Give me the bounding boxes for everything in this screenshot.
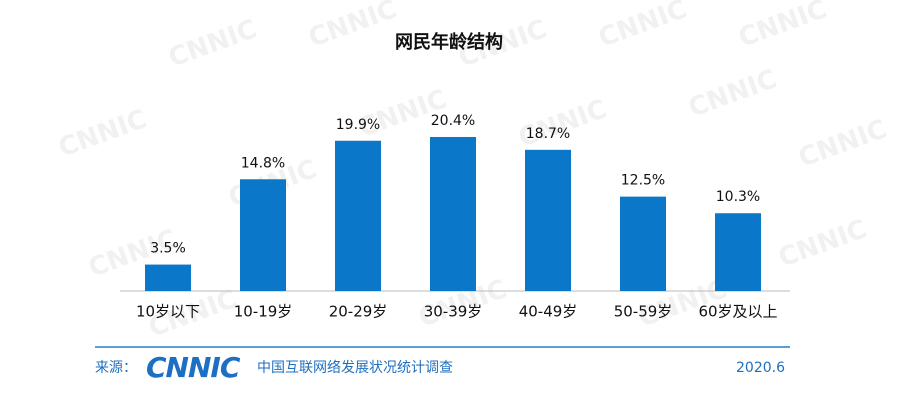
watermark: CNNIC	[685, 64, 781, 123]
value-label: 12.5%	[621, 173, 665, 189]
value-label: 10.3%	[716, 189, 760, 205]
watermark: CNNIC	[305, 0, 401, 54]
watermark: CNNIC	[795, 114, 891, 173]
bar	[715, 213, 761, 291]
bar	[525, 149, 571, 291]
bar	[335, 140, 381, 291]
value-label: 3.5%	[150, 241, 186, 257]
bar	[240, 179, 286, 291]
watermark: CNNIC	[165, 14, 261, 73]
bar	[145, 264, 191, 291]
bar	[430, 136, 476, 291]
watermark: CNNIC	[55, 104, 151, 163]
x-tick-label: 40-49岁	[519, 303, 578, 321]
value-label: 14.8%	[241, 155, 285, 171]
survey-name: 中国互联网络发展状况统计调查	[257, 360, 453, 376]
chart-title: 网民年龄结构	[395, 31, 503, 53]
logo: CNNIC	[146, 351, 241, 384]
value-label: 18.7%	[526, 126, 570, 142]
value-label: 20.4%	[431, 113, 475, 129]
watermark: CNNIC	[775, 214, 871, 273]
x-tick-label: 10岁以下	[136, 303, 200, 321]
value-label: 19.9%	[336, 117, 380, 133]
x-tick-label: 20-29岁	[329, 303, 388, 321]
source-label: 来源：	[95, 360, 137, 376]
watermark: CNNIC	[595, 0, 691, 54]
date: 2020.6	[736, 360, 785, 376]
x-tick-label: 30-39岁	[424, 303, 483, 321]
x-tick-label: 10-19岁	[234, 303, 293, 321]
bar	[620, 196, 666, 291]
x-tick-label: 50-59岁	[614, 303, 673, 321]
x-tick-label: 60岁及以上	[698, 303, 777, 321]
watermark: CNNIC	[735, 0, 831, 54]
watermark: CNNIC	[515, 94, 611, 153]
